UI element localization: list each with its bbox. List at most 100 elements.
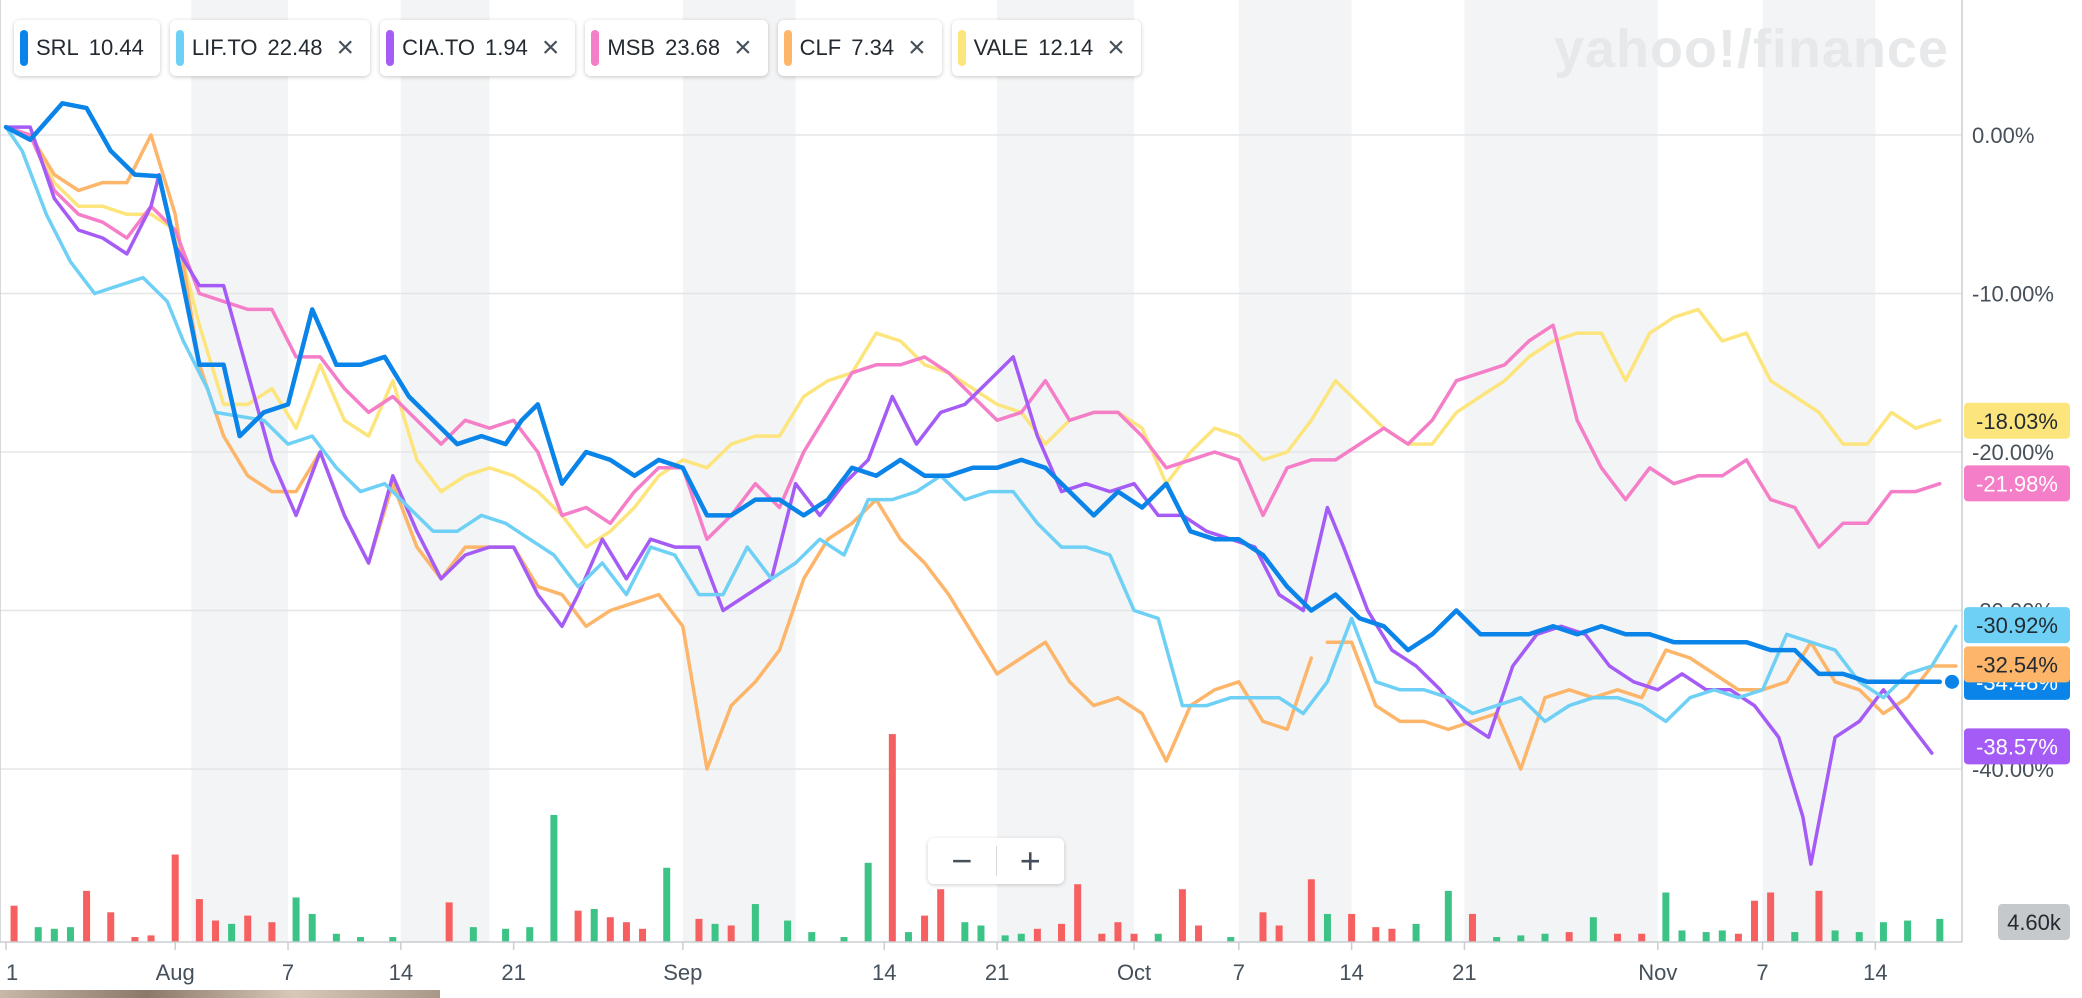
volume-bar (1114, 922, 1122, 942)
volume-bar (502, 928, 510, 942)
ticker-price: 10.44 (88, 35, 144, 60)
shaded-band (1464, 0, 1658, 942)
volume-bar (1178, 889, 1186, 942)
volume-bar (808, 932, 816, 942)
volume-bar (171, 854, 179, 942)
volume-bar (526, 927, 534, 942)
gridlines (0, 134, 1962, 770)
volume-bar (1033, 928, 1041, 942)
volume-bar (1275, 925, 1283, 942)
volume-bar (1130, 933, 1138, 942)
volume-bar (147, 935, 155, 942)
ticker-symbol: MSB (607, 35, 656, 60)
volume-bar (1098, 933, 1106, 942)
volume-bar (292, 897, 300, 942)
volume-bar (977, 925, 985, 942)
remove-ticker-icon[interactable]: × (734, 31, 752, 64)
shaded-band (1762, 0, 1876, 942)
volume-bar (1227, 937, 1235, 942)
ticker-price: 22.48 (267, 35, 323, 60)
remove-ticker-icon[interactable]: × (336, 31, 355, 64)
ticker-chip-vale[interactable]: VALE 12.14 × (951, 20, 1141, 76)
volume-bar (574, 910, 582, 942)
badge-label: -32.54% (1976, 652, 2058, 677)
zoom-in-button[interactable]: + (1019, 840, 1041, 881)
ticker-chip-msb[interactable]: MSB 23.68 × (585, 20, 768, 76)
badge-msb (1964, 465, 2070, 502)
remove-ticker-icon[interactable]: × (1107, 31, 1125, 64)
volume-bar (1541, 933, 1549, 942)
volume-bar (1517, 935, 1525, 942)
volume-bar (244, 915, 252, 942)
volume-bar (357, 937, 365, 942)
volume-bar (1001, 935, 1009, 942)
ticker-chip-bar: SRL 10.44 LIF.TO 22.48 × CIA.TO 1.94 × MSB 23.68 ×… (14, 20, 1141, 76)
volume-bar (308, 913, 316, 942)
ticker-color-swatch (957, 30, 966, 66)
ticker-chip-lif-to[interactable]: LIF.TO 22.48 × (169, 20, 371, 76)
badge-cia-to (1964, 728, 2070, 765)
series-line-vale (4, 125, 1942, 549)
volume-bar (1154, 933, 1162, 942)
ticker-price: 1.94 (485, 35, 528, 60)
x-tick-label: Sep (663, 960, 702, 985)
last-value-badges: -34.48%-30.92%-38.57%-21.98%-32.54%-18.0… (1945, 402, 2070, 940)
ticker-color-swatch (20, 30, 28, 66)
volume-bar (1751, 900, 1759, 942)
volume-bar (332, 933, 340, 942)
volume-bar (1791, 932, 1799, 942)
x-tick-label: 7 (1756, 960, 1768, 985)
volume-bar (1195, 925, 1203, 942)
volume-bar (921, 915, 929, 942)
ticker-chip-srl[interactable]: SRL 10.44 (14, 20, 160, 76)
volume-bar (1662, 892, 1670, 942)
zoom-out-button[interactable]: − (951, 840, 973, 881)
remove-ticker-icon[interactable]: × (908, 31, 926, 64)
ticker-chip-clf[interactable]: CLF 7.34 × (777, 20, 942, 76)
series-line-cia-to (4, 125, 1934, 866)
x-tick-label: 7 (1233, 960, 1245, 985)
y-tick-label: -10.00% (1972, 282, 2054, 307)
volume-bar (1468, 913, 1476, 942)
x-tick-label: 21 (985, 960, 1009, 985)
volume-bar (864, 862, 872, 942)
volume-bar (1936, 918, 1944, 942)
series-line-lif-to (4, 125, 1958, 724)
volume-bar (1831, 930, 1839, 942)
volume-bar (784, 920, 792, 942)
series-lines (3, 101, 1958, 866)
ticker-price: 12.14 (1038, 35, 1094, 60)
badge-vale (1964, 402, 2070, 439)
shaded-band (997, 0, 1135, 942)
volume-badge (1998, 904, 2070, 940)
volume-bar (34, 927, 42, 942)
series-line-srl (3, 101, 1943, 685)
ticker-chip-cia-to[interactable]: CIA.TO 1.94 × (380, 20, 576, 76)
ticker-symbol: SRL (36, 35, 79, 60)
ticker-color-swatch (386, 30, 395, 66)
volume-badge-label: 4.60k (2007, 910, 2062, 935)
volume-bar (888, 734, 896, 942)
remove-ticker-icon[interactable]: × (541, 31, 560, 64)
volume-bar (211, 920, 219, 942)
badge-lif-to (1964, 607, 2070, 644)
volume-bar (1815, 890, 1823, 942)
x-tick-label: Oct (1117, 960, 1151, 985)
volume-bar (711, 923, 719, 942)
volume-bar (1058, 923, 1066, 942)
shaded-band (682, 0, 796, 942)
volume-bar (131, 937, 139, 942)
ticker-color-swatch (591, 30, 600, 66)
volume-bar (1614, 933, 1622, 942)
volume-bar (83, 890, 91, 942)
volume-bar (1259, 912, 1267, 942)
volume-bar (389, 937, 397, 942)
volume-bar (1855, 932, 1863, 942)
x-tick-label: 14 (1863, 960, 1887, 985)
shaded-band (191, 0, 289, 942)
volume-bar (1718, 930, 1726, 942)
volume-bar (639, 928, 647, 942)
volume-bar (1904, 920, 1912, 942)
ticker-symbol: CIA.TO (402, 35, 476, 60)
